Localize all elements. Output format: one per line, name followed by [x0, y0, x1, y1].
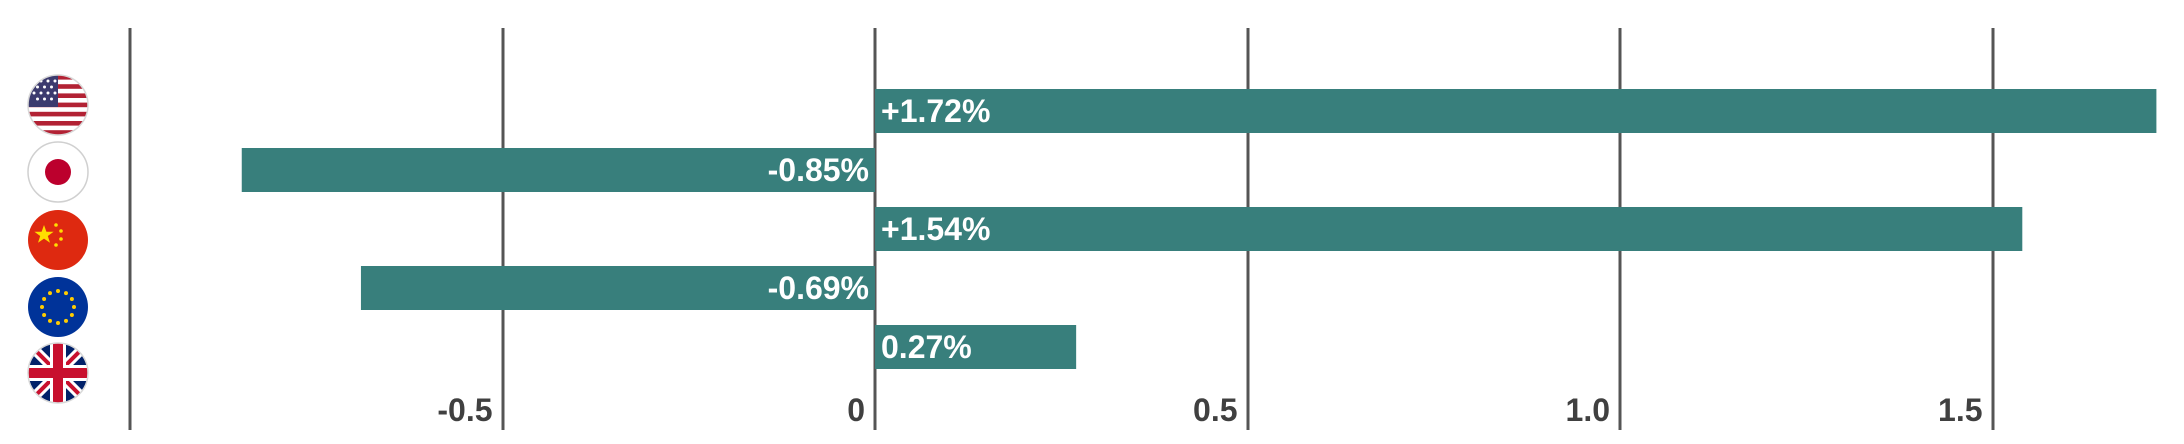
- x-tick-label: 0.5: [1193, 392, 1237, 428]
- bar: [241, 148, 875, 192]
- bar: [360, 266, 875, 310]
- china-flag-icon: [28, 210, 88, 270]
- x-tick-label: 0: [847, 392, 865, 428]
- x-tick-labels: -0.5 0 0.5 1.0 1.5: [437, 392, 1982, 428]
- bar-value-label: +1.54%: [881, 211, 990, 247]
- category-flags: [27, 74, 89, 404]
- x-tick-label: 1.0: [1566, 392, 1610, 428]
- bar-value-label: -0.85%: [768, 152, 869, 188]
- bar: [875, 207, 2023, 251]
- bar-value-label: -0.69%: [768, 270, 869, 306]
- bars: [241, 89, 2157, 369]
- x-tick-label: 1.5: [1938, 392, 1982, 428]
- bar: [875, 325, 1077, 369]
- bar: [875, 89, 2157, 133]
- x-tick-label: -0.5: [437, 392, 492, 428]
- bar-value-label: 0.27%: [881, 329, 972, 365]
- japan-flag-icon: [27, 141, 89, 203]
- uk-flag-icon: [27, 342, 89, 404]
- us-flag-icon: [27, 74, 89, 136]
- bar-value-label: +1.72%: [881, 93, 990, 129]
- data-labels: +1.72% -0.85% +1.54% -0.69% 0.27%: [768, 93, 991, 365]
- eu-flag-icon: [28, 277, 88, 337]
